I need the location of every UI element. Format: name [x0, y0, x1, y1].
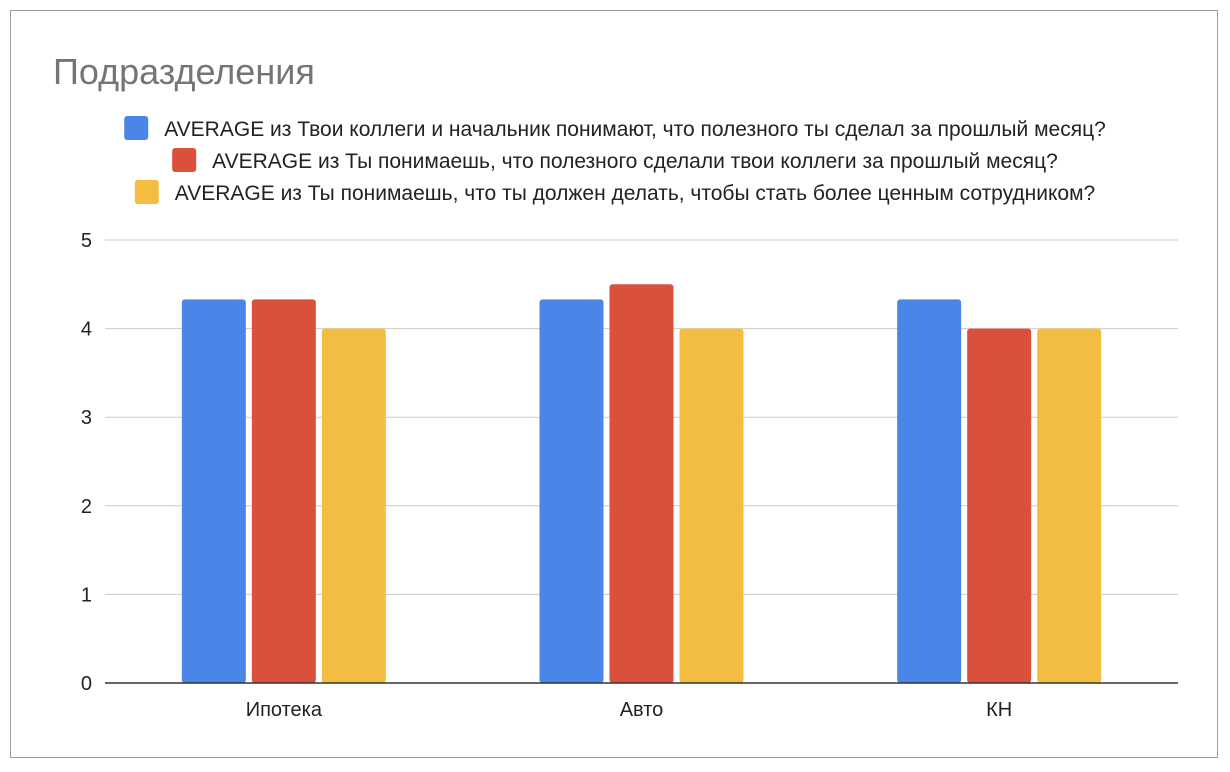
- y-tick-label: 3: [81, 407, 92, 429]
- bar: [181, 299, 246, 683]
- y-tick-label: 0: [81, 673, 92, 695]
- x-category-label: Авто: [620, 699, 664, 721]
- legend-label: AVERAGE из Ты понимаешь, что полезного с…: [212, 150, 1058, 173]
- x-category-label: Ипотека: [246, 699, 323, 721]
- legend-swatch: [172, 148, 197, 172]
- legend: AVERAGE из Твои коллеги и начальник пони…: [124, 116, 1106, 205]
- bars: [181, 284, 1102, 683]
- bar: [321, 328, 386, 683]
- legend-swatch: [134, 180, 159, 204]
- bar: [967, 328, 1032, 683]
- y-axis-ticks: 0 1 2 3 4 5: [81, 230, 92, 695]
- legend-swatch: [124, 116, 149, 140]
- y-tick-label: 4: [81, 319, 92, 341]
- y-tick-label: 2: [81, 496, 92, 518]
- x-axis: Ипотека Авто КН: [105, 682, 1178, 721]
- legend-label: AVERAGE из Твои коллеги и начальник пони…: [164, 118, 1106, 141]
- legend-label: AVERAGE из Ты понимаешь, что ты должен д…: [175, 182, 1095, 205]
- legend-item: AVERAGE из Ты понимаешь, что полезного с…: [172, 148, 1058, 173]
- legend-item: AVERAGE из Ты понимаешь, что ты должен д…: [134, 180, 1095, 205]
- bar: [897, 299, 962, 683]
- bar: [609, 284, 674, 683]
- bar: [539, 299, 604, 683]
- bar: [679, 328, 744, 683]
- y-tick-label: 1: [81, 584, 92, 606]
- bar: [1037, 328, 1102, 683]
- x-category-label: КН: [986, 699, 1012, 721]
- y-tick-label: 5: [81, 230, 92, 252]
- bar: [251, 299, 316, 683]
- chart-title: Подразделения: [53, 51, 315, 92]
- legend-item: AVERAGE из Твои коллеги и начальник пони…: [124, 116, 1106, 141]
